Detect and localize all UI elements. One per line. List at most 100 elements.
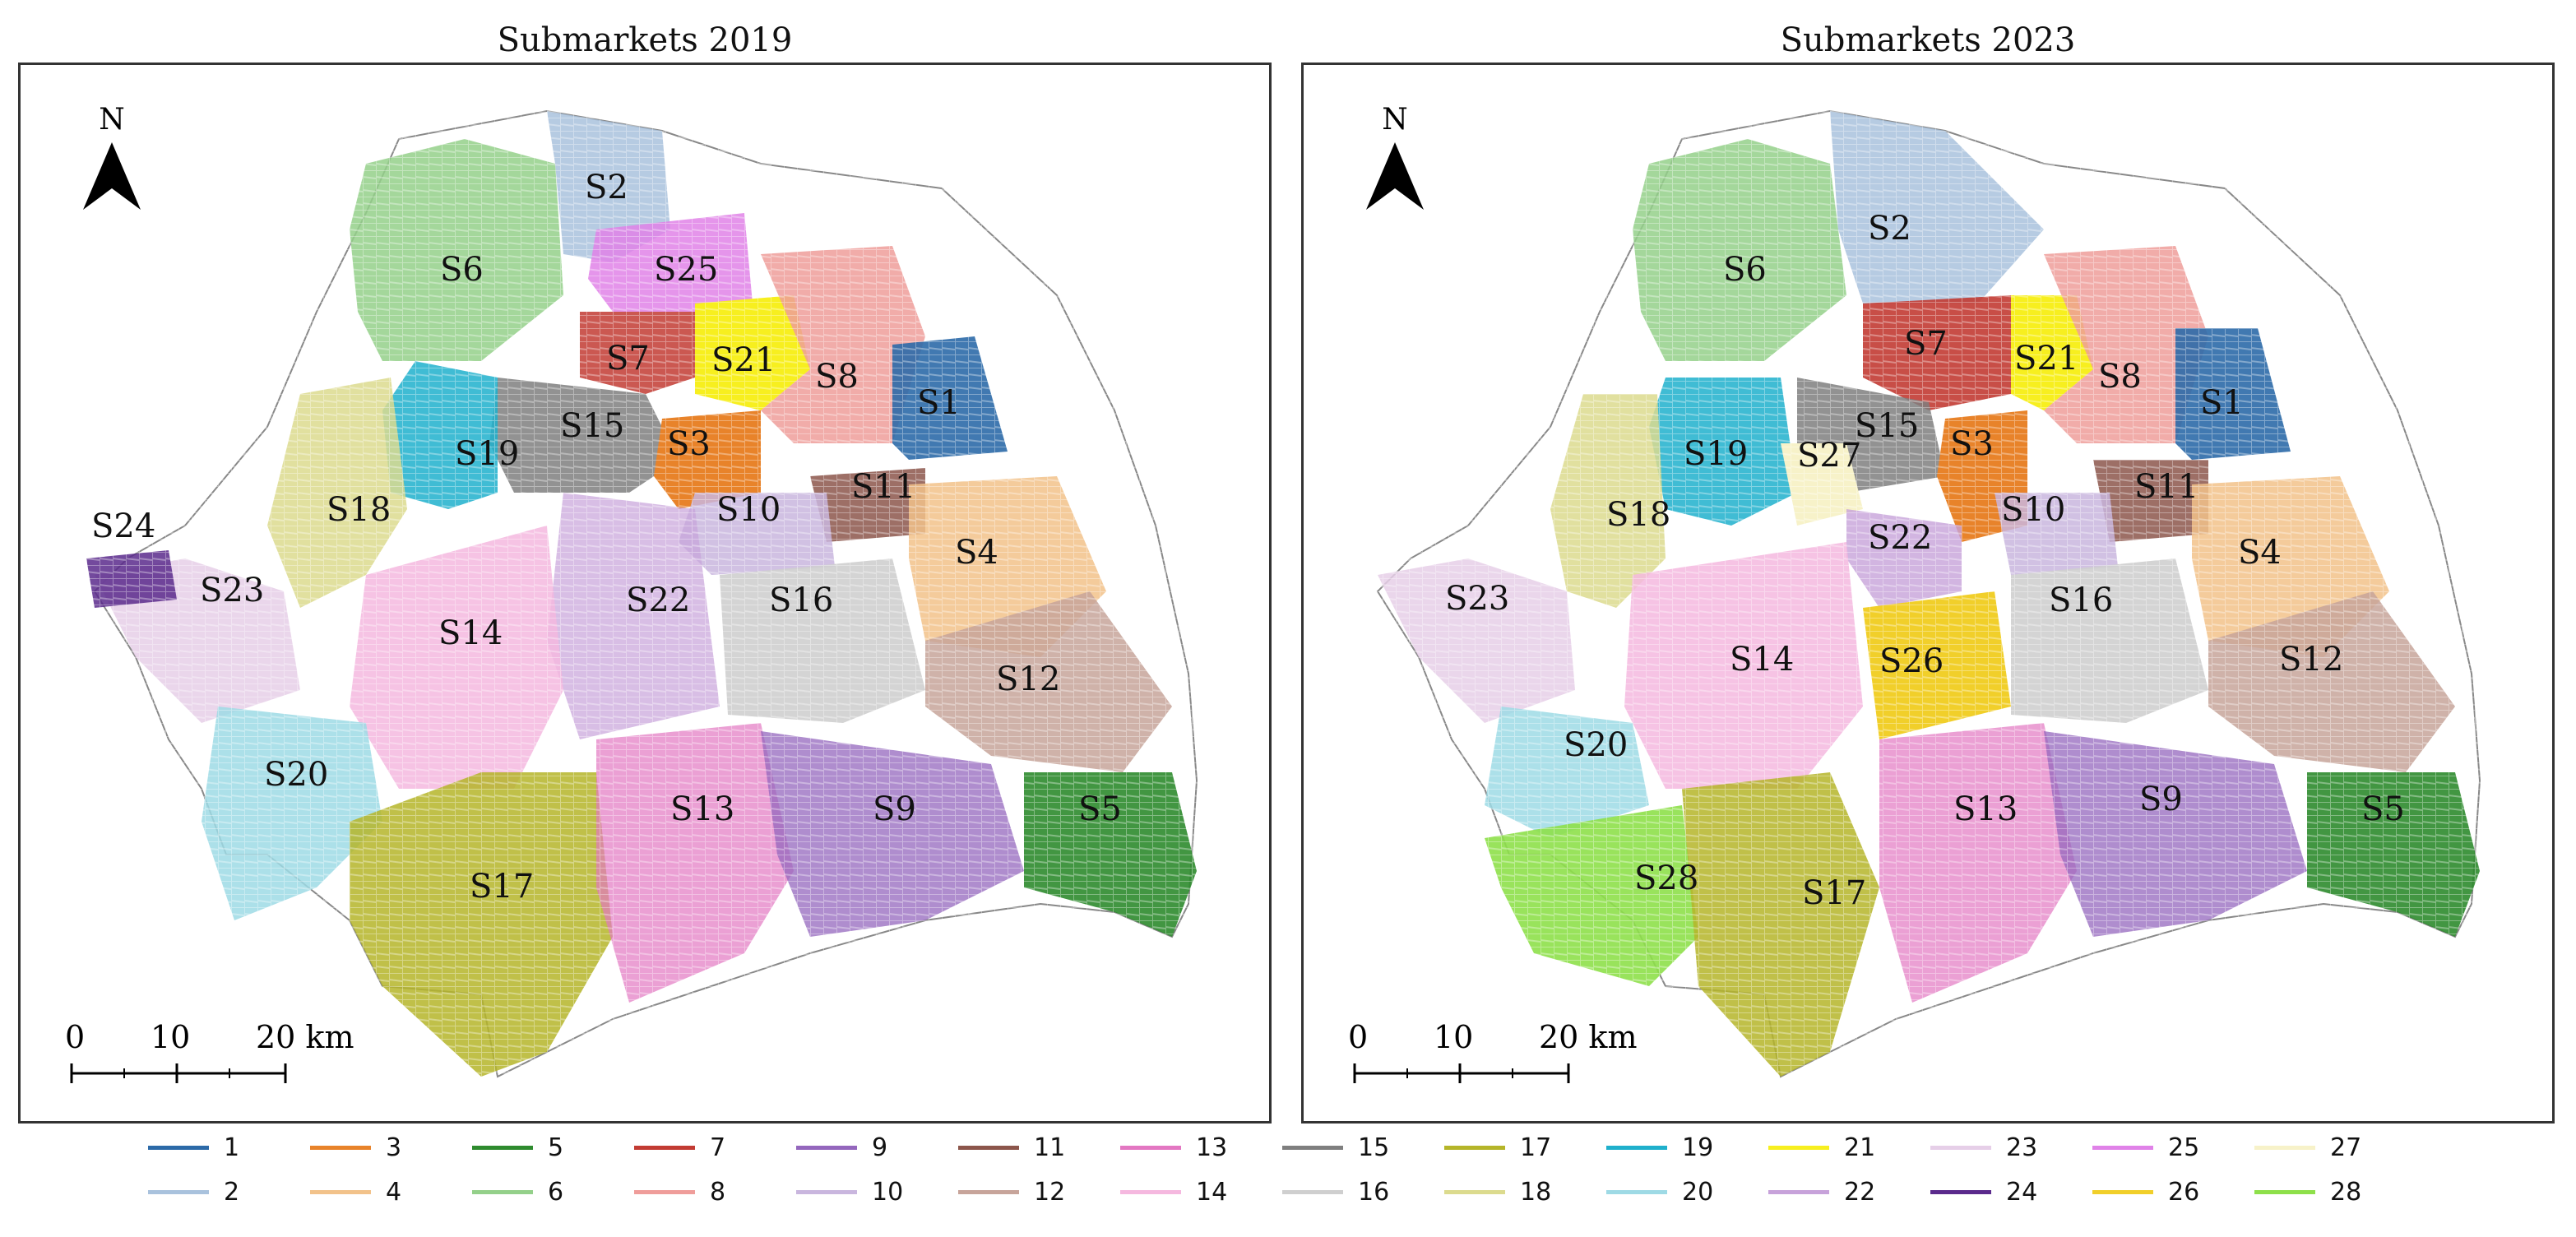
legend-swatch: [1930, 1145, 1991, 1150]
legend-item-9: 9: [796, 1128, 887, 1166]
legend-label: 6: [548, 1177, 564, 1207]
scale-label-0: 0: [65, 1019, 86, 1055]
label-s5: S5: [2361, 790, 2405, 828]
legend-label: 4: [386, 1177, 402, 1207]
legend-label: 10: [872, 1177, 904, 1207]
scale-bar-ruler: [1353, 1063, 1570, 1083]
legend-label: 24: [2006, 1177, 2038, 1207]
label-s13: S13: [1953, 790, 2018, 828]
label-s24: S24: [91, 507, 155, 545]
label-s15: S15: [560, 407, 624, 445]
legend-swatch: [148, 1189, 209, 1194]
label-s19: S19: [1684, 435, 1748, 473]
legend-label: 20: [1682, 1177, 1714, 1207]
legend-item-21: 21: [1768, 1128, 1875, 1166]
legend-label: 17: [1520, 1133, 1552, 1162]
legend-item-28: 28: [2254, 1173, 2361, 1211]
legend-swatch: [1768, 1189, 1829, 1194]
legend-swatch: [2254, 1189, 2315, 1194]
legend-label: 27: [2330, 1133, 2362, 1162]
label-s12: S12: [2279, 641, 2343, 679]
legend-swatch: [310, 1189, 371, 1194]
legend-swatch: [1768, 1145, 1829, 1150]
label-s21: S21: [711, 341, 776, 379]
legend-swatch: [310, 1145, 371, 1150]
label-s14: S14: [1730, 641, 1794, 679]
label-s9: S9: [873, 790, 916, 828]
legend-label: 13: [1196, 1133, 1228, 1162]
legend-swatch: [2092, 1145, 2153, 1150]
legend-swatch: [1444, 1145, 1505, 1150]
legend-swatch: [1930, 1189, 1991, 1194]
legend-item-8: 8: [634, 1173, 725, 1211]
legend-item-11: 11: [958, 1128, 1065, 1166]
label-s22: S22: [626, 581, 690, 619]
legend-swatch: [1606, 1145, 1667, 1150]
legend-item-14: 14: [1120, 1173, 1227, 1211]
submarket-map-2019: S2 S6 S25 S7 S21 S8 S1 S15 S3 S19 S11 S1…: [21, 65, 1269, 1121]
label-s23: S23: [200, 572, 264, 609]
scale-label-20: 20 km: [256, 1019, 354, 1055]
legend-item-13: 13: [1120, 1128, 1227, 1166]
legend-label: 19: [1682, 1133, 1714, 1162]
north-label: N: [99, 103, 125, 137]
legend-swatch: [634, 1189, 695, 1194]
legend-item-18: 18: [1444, 1173, 1551, 1211]
legend-item-24: 24: [1930, 1173, 2037, 1211]
legend-label: 28: [2330, 1177, 2362, 1207]
legend-label: 23: [2006, 1133, 2038, 1162]
label-s15: S15: [1855, 407, 1919, 445]
label-s4: S4: [2238, 534, 2282, 572]
legend-label: 2: [224, 1177, 240, 1207]
legend-label: 21: [1844, 1133, 1876, 1162]
legend-item-2: 2: [148, 1173, 239, 1211]
legend-swatch: [148, 1145, 209, 1150]
legend-item-25: 25: [2092, 1128, 2199, 1166]
label-s17: S17: [1802, 874, 1866, 912]
road-network-texture: [1304, 65, 2552, 1121]
label-s16: S16: [2049, 581, 2113, 619]
label-s9: S9: [2139, 781, 2183, 818]
map-title-2023: Submarkets 2023: [1780, 21, 2076, 59]
legend-swatch: [2254, 1145, 2315, 1150]
label-s3: S3: [1950, 425, 1994, 463]
legend-label: 18: [1520, 1177, 1552, 1207]
legend-item-15: 15: [1282, 1128, 1389, 1166]
legend-item-1: 1: [148, 1128, 239, 1166]
legend-swatch: [796, 1145, 857, 1150]
legend-item-3: 3: [310, 1128, 401, 1166]
label-s7: S7: [1904, 325, 1948, 363]
north-arrow-icon: [1366, 142, 1424, 210]
label-s25: S25: [654, 251, 718, 289]
legend-item-7: 7: [634, 1128, 725, 1166]
label-s20: S20: [264, 756, 328, 794]
scale-bar: 0 10 20 km: [65, 1019, 361, 1093]
label-s8: S8: [2098, 358, 2142, 396]
label-s27: S27: [1797, 437, 1861, 475]
scale-label-10: 10: [1434, 1019, 1474, 1055]
label-s2: S2: [585, 169, 628, 206]
scale-label-10: 10: [151, 1019, 191, 1055]
label-s20: S20: [1564, 726, 1628, 764]
label-s23: S23: [1445, 580, 1509, 618]
north-arrow-icon: [83, 142, 141, 210]
legend-label: 16: [1358, 1177, 1390, 1207]
legend-item-4: 4: [310, 1173, 401, 1211]
label-s5: S5: [1078, 790, 1122, 828]
label-s14: S14: [438, 614, 503, 652]
legend-swatch: [1444, 1189, 1505, 1194]
label-s1: S1: [2200, 384, 2244, 422]
label-s10: S10: [716, 491, 781, 529]
label-s7: S7: [606, 340, 650, 378]
legend-label: 25: [2168, 1133, 2200, 1162]
map-panel-2023: S2 S6 S7 S21 S8 S1 S15 S3 S19 S27 S11 S1…: [1301, 63, 2555, 1123]
legend-swatch: [958, 1145, 1019, 1150]
legend-swatch: [796, 1189, 857, 1194]
legend-item-6: 6: [472, 1173, 563, 1211]
legend-swatch: [634, 1145, 695, 1150]
map-panel-2019: S2 S6 S25 S7 S21 S8 S1 S15 S3 S19 S11 S1…: [18, 63, 1272, 1123]
legend-label: 7: [710, 1133, 726, 1162]
legend-label: 3: [386, 1133, 402, 1162]
label-s1: S1: [917, 384, 961, 422]
legend-label: 26: [2168, 1177, 2200, 1207]
